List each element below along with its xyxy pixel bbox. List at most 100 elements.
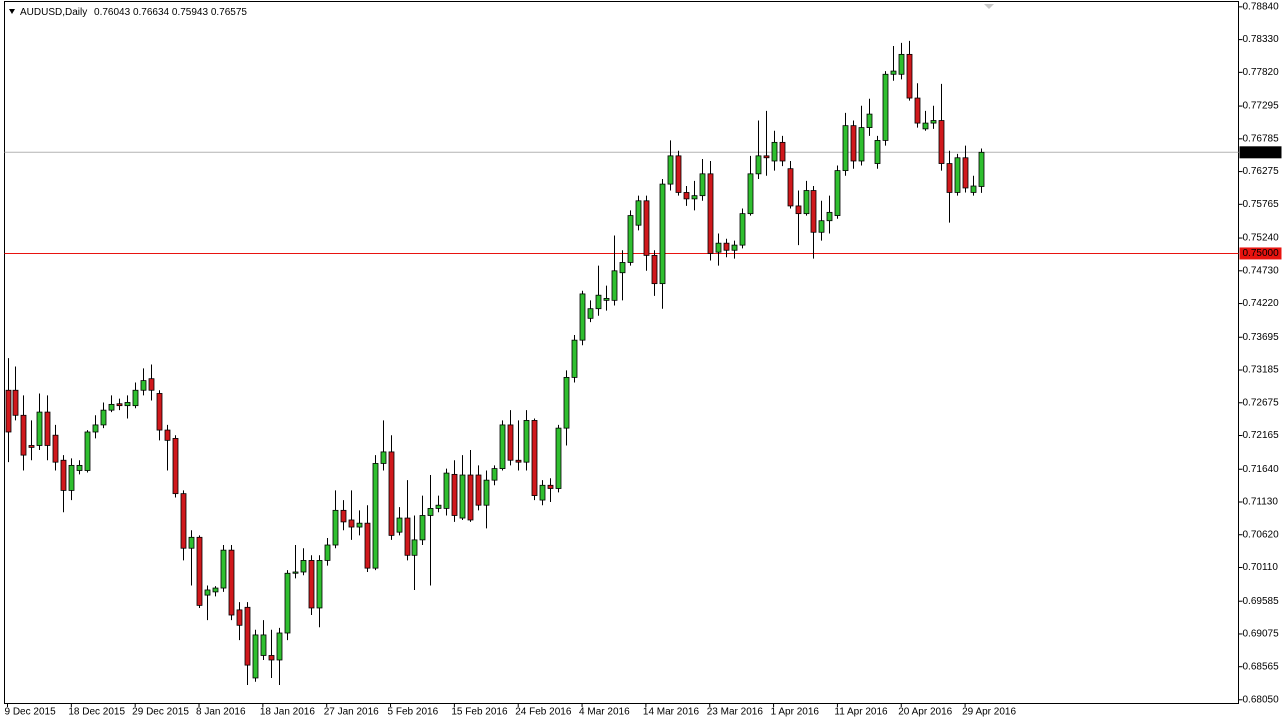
- candle-body: [547, 484, 554, 489]
- candle-body: [491, 468, 498, 481]
- candle-body: [930, 120, 937, 124]
- candle-body: [284, 572, 291, 634]
- candle-body: [555, 427, 562, 489]
- x-tick-label: 9 Dec 2015: [5, 707, 57, 718]
- candle-body: [571, 339, 578, 378]
- candle-body: [834, 170, 841, 216]
- candle-body: [164, 429, 171, 441]
- price-label-box: [1239, 146, 1282, 159]
- candle-body: [771, 141, 778, 162]
- candle-body: [866, 113, 873, 128]
- candle-body: [763, 155, 770, 159]
- candle-body: [404, 517, 411, 556]
- candle-body: [707, 173, 714, 254]
- candle-body: [810, 190, 817, 233]
- candle-body: [388, 451, 395, 536]
- candle-body: [635, 200, 642, 226]
- candle-body: [100, 409, 107, 426]
- candle-body: [348, 519, 355, 528]
- y-tick-label: 0.76785: [1243, 133, 1280, 144]
- candle-body: [563, 377, 570, 429]
- candle-body: [260, 634, 267, 656]
- menu-arrow[interactable]: [9, 9, 15, 14]
- candle-body: [172, 438, 179, 495]
- candle-body: [850, 125, 857, 162]
- candle-body: [938, 120, 945, 164]
- y-tick-label: 0.69075: [1243, 629, 1280, 640]
- candle-body: [268, 655, 275, 661]
- candle-body: [874, 140, 881, 164]
- candle-body: [715, 242, 722, 253]
- y-tick-label: 0.71130: [1243, 497, 1279, 508]
- candle-body: [978, 151, 985, 187]
- candle-body: [611, 270, 618, 301]
- candle-body: [84, 431, 91, 471]
- candle-body: [411, 539, 418, 556]
- candle-body: [316, 560, 323, 609]
- high-value: 0.76634: [133, 7, 170, 18]
- candle-body: [140, 380, 147, 391]
- y-tick-label: 0.73695: [1243, 332, 1280, 343]
- candle-body: [515, 459, 522, 463]
- candle-body: [818, 220, 825, 233]
- candle-body: [651, 254, 658, 285]
- candle-body: [922, 122, 929, 130]
- y-tick-label: 0.68050: [1243, 694, 1280, 705]
- y-tick-label: 0.70620: [1243, 529, 1280, 540]
- candle-body: [970, 185, 977, 193]
- candle-body: [723, 242, 730, 251]
- chart-title: AUDUSD,Daily: [20, 7, 87, 18]
- y-tick-label: 0.70110: [1243, 562, 1279, 573]
- candle-body: [20, 414, 27, 456]
- candle-body: [92, 424, 99, 433]
- candle-body: [731, 244, 738, 251]
- candle-body: [68, 464, 75, 491]
- candle-body: [212, 587, 219, 593]
- candle-body: [595, 294, 602, 310]
- chart-header: AUDUSD,Daily 0.76043 0.76634 0.75943 0.7…: [20, 7, 247, 18]
- x-tick-label: 1 Apr 2016: [771, 707, 820, 718]
- candle-body: [76, 464, 83, 471]
- candle-body: [643, 200, 650, 256]
- candle-body: [204, 589, 211, 596]
- candle-body: [124, 402, 131, 407]
- y-tick-label: 0.76275: [1243, 166, 1280, 177]
- x-tick-label: 23 Mar 2016: [707, 707, 764, 718]
- low-value: 0.75943: [172, 7, 209, 18]
- candle-body: [451, 473, 458, 516]
- candle-body: [396, 517, 403, 533]
- candle-body: [507, 424, 514, 461]
- y-tick-label: 0.74730: [1243, 265, 1280, 276]
- candle-body: [12, 389, 19, 416]
- candle-body: [579, 293, 586, 341]
- candle-body: [627, 215, 634, 263]
- candle-body: [108, 403, 115, 411]
- candle-body: [459, 474, 466, 519]
- open-value: 0.76043: [94, 7, 131, 18]
- level-label-box: [1239, 247, 1282, 260]
- candle-body: [890, 70, 897, 75]
- candle-body: [675, 155, 682, 193]
- candle-body: [148, 378, 155, 391]
- candle-body: [795, 205, 802, 215]
- candle-body: [683, 192, 690, 200]
- x-tick-label: 27 Jan 2016: [324, 707, 379, 718]
- y-tick-label: 0.71640: [1243, 464, 1280, 475]
- candle-body: [427, 508, 434, 516]
- x-tick-label: 5 Feb 2016: [388, 707, 439, 718]
- candle-body: [659, 183, 666, 285]
- y-tick-label: 0.77295: [1243, 101, 1280, 112]
- candle-body: [523, 420, 530, 463]
- close-value: 0.76575: [211, 7, 248, 18]
- candle-body: [44, 411, 51, 446]
- x-tick-label: 18 Jan 2016: [260, 707, 315, 718]
- x-tick-label: 29 Apr 2016: [962, 707, 1016, 718]
- candle-body: [826, 211, 833, 222]
- candle-body: [475, 474, 482, 506]
- candle-body: [364, 522, 371, 569]
- x-tick-label: 11 Apr 2016: [834, 707, 888, 718]
- plot-frame: [4, 1, 1239, 704]
- candle-body: [36, 411, 43, 446]
- candle-body: [292, 571, 299, 574]
